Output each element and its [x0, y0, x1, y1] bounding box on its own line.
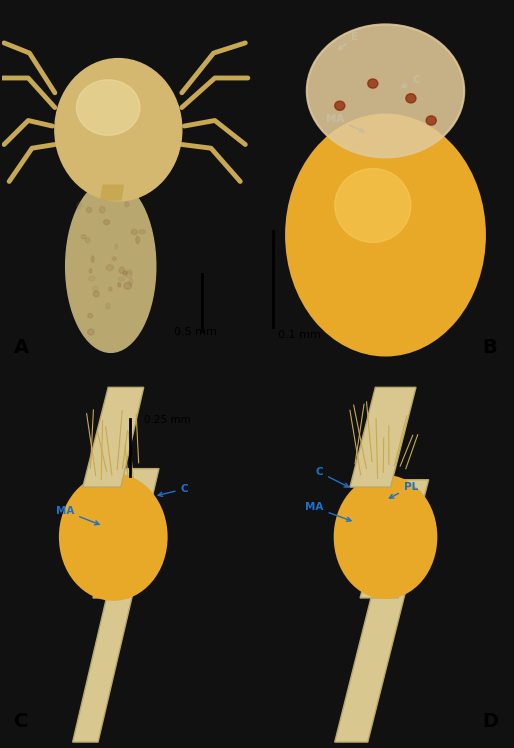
- Ellipse shape: [129, 278, 133, 284]
- Ellipse shape: [126, 270, 132, 274]
- Polygon shape: [93, 468, 159, 598]
- Ellipse shape: [77, 202, 82, 209]
- Polygon shape: [360, 479, 429, 598]
- Ellipse shape: [406, 94, 416, 103]
- Ellipse shape: [307, 25, 464, 157]
- Ellipse shape: [286, 115, 485, 355]
- Ellipse shape: [115, 244, 118, 249]
- Ellipse shape: [88, 313, 93, 318]
- Ellipse shape: [77, 80, 140, 135]
- Ellipse shape: [94, 291, 99, 297]
- Ellipse shape: [89, 269, 92, 273]
- Text: 0.5 mm: 0.5 mm: [174, 327, 217, 337]
- Ellipse shape: [118, 277, 125, 281]
- Ellipse shape: [106, 303, 110, 309]
- Ellipse shape: [123, 272, 127, 275]
- Text: PL: PL: [390, 482, 418, 498]
- Text: MA: MA: [325, 114, 364, 132]
- Ellipse shape: [93, 286, 98, 292]
- Ellipse shape: [112, 257, 116, 260]
- Text: E: E: [100, 451, 124, 465]
- Ellipse shape: [335, 168, 411, 242]
- Polygon shape: [101, 186, 123, 200]
- Ellipse shape: [86, 207, 91, 212]
- Polygon shape: [335, 591, 406, 742]
- Ellipse shape: [103, 220, 109, 224]
- Text: A: A: [14, 338, 29, 357]
- Ellipse shape: [124, 282, 132, 289]
- Ellipse shape: [55, 58, 182, 201]
- Ellipse shape: [125, 272, 132, 278]
- Ellipse shape: [368, 79, 378, 88]
- Ellipse shape: [119, 267, 124, 274]
- Ellipse shape: [66, 180, 156, 352]
- Text: D: D: [482, 712, 498, 731]
- Ellipse shape: [335, 476, 436, 598]
- Ellipse shape: [88, 329, 94, 335]
- Text: C: C: [14, 712, 29, 731]
- Text: MA: MA: [305, 503, 351, 521]
- Text: 0.1 mm: 0.1 mm: [278, 331, 320, 340]
- Polygon shape: [350, 387, 416, 487]
- Ellipse shape: [125, 202, 129, 206]
- Ellipse shape: [85, 238, 90, 243]
- Ellipse shape: [106, 265, 114, 271]
- Text: C: C: [402, 75, 420, 87]
- Text: C: C: [316, 468, 348, 487]
- Ellipse shape: [139, 230, 145, 234]
- Polygon shape: [72, 591, 134, 742]
- Ellipse shape: [108, 287, 112, 291]
- Ellipse shape: [91, 256, 94, 263]
- Polygon shape: [83, 387, 144, 487]
- Ellipse shape: [88, 276, 95, 281]
- Text: C: C: [158, 484, 188, 497]
- Ellipse shape: [335, 101, 345, 110]
- Ellipse shape: [426, 116, 436, 125]
- Ellipse shape: [136, 236, 140, 244]
- Ellipse shape: [118, 283, 121, 287]
- Ellipse shape: [131, 230, 137, 235]
- Text: B: B: [482, 338, 497, 357]
- Ellipse shape: [99, 206, 105, 213]
- Ellipse shape: [81, 235, 86, 239]
- Text: 0.25 mm: 0.25 mm: [144, 415, 190, 425]
- Text: E: E: [338, 32, 359, 49]
- Ellipse shape: [60, 474, 167, 600]
- Text: MA: MA: [56, 506, 99, 525]
